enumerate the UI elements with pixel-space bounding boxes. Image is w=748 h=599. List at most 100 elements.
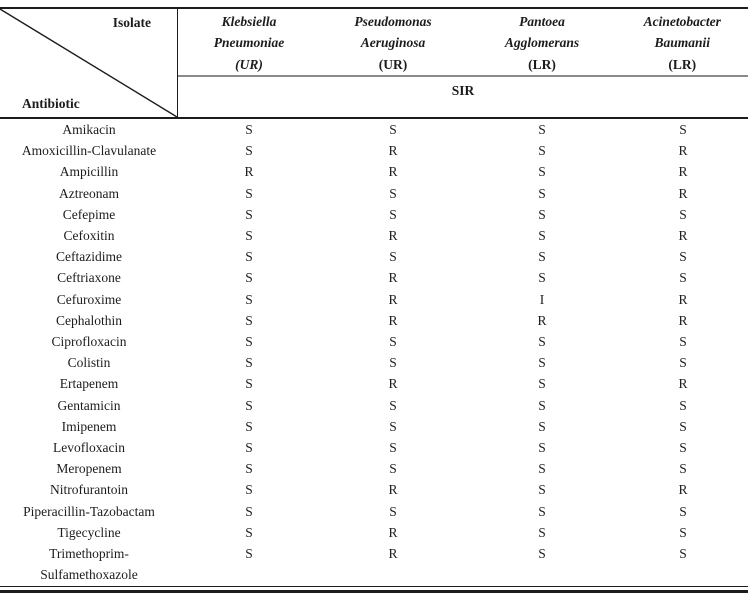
- source-label: (LR): [668, 56, 697, 72]
- sir-value-cell: S: [679, 397, 687, 413]
- diagonal-divider-line: [0, 9, 178, 117]
- susceptibility-table: Isolate Antibiotic Klebsiella Pneumoniae…: [0, 7, 748, 593]
- sir-value-cell: R: [388, 228, 398, 244]
- sir-value-cell: R: [244, 164, 254, 180]
- sir-value-cell: S: [389, 206, 397, 222]
- sir-value-cell: S: [679, 122, 687, 137]
- sir-value-cell: S: [389, 503, 397, 519]
- sir-value-cell: S: [538, 206, 546, 222]
- table-row: Meropenem S S S S: [0, 458, 748, 479]
- table-body: Amikacin S S S S Amoxicillin-Clavulanate…: [0, 119, 748, 585]
- bottom-rule-thick: [0, 590, 748, 593]
- sir-value-cell: S: [538, 355, 546, 371]
- sir-value-cell: S: [679, 440, 687, 456]
- sir-value-cell: S: [389, 440, 397, 456]
- genus-name: Pseudomonas: [354, 14, 432, 29]
- table-row: Levofloxacin S S S S: [0, 437, 748, 458]
- antibiotic-name-cell: Trimethoprim- Sulfamethoxazole: [40, 546, 138, 583]
- sir-value-cell: R: [388, 376, 398, 392]
- sir-value-cell: R: [678, 143, 688, 159]
- sir-value-cell: S: [538, 164, 546, 180]
- table-row: Piperacillin-Tazobactam S S S S: [0, 501, 748, 522]
- sir-value-cell: S: [389, 334, 397, 350]
- sir-value-cell: S: [538, 185, 546, 201]
- sir-value-cell: R: [678, 312, 688, 328]
- table-row: Imipenem S S S S: [0, 416, 748, 437]
- sir-value-cell: S: [679, 503, 687, 519]
- column-header-klebsiella: Klebsiella Pneumoniae (UR): [178, 11, 320, 75]
- isolate-label: Isolate: [112, 15, 151, 30]
- sir-value-cell: S: [245, 524, 253, 540]
- antibiotic-name-cell: Ciprofloxacin: [51, 334, 127, 350]
- antibiotic-name-cell: Ampicillin: [59, 164, 119, 180]
- table-row: Ciprofloxacin S S S S: [0, 331, 748, 352]
- sir-value-cell: S: [679, 418, 687, 434]
- sir-value-cell: R: [678, 291, 688, 307]
- sir-value-cell: S: [245, 334, 253, 350]
- antibiotic-name-cell: Cefoxitin: [63, 228, 115, 244]
- antibiotic-name-cell: Ceftazidime: [56, 249, 122, 265]
- sir-value-cell: S: [538, 461, 546, 477]
- table-row: Amikacin S S S S: [0, 119, 748, 140]
- sir-value-cell: S: [538, 228, 546, 244]
- sir-value-cell: S: [538, 249, 546, 265]
- antibiotic-name-cell: Ertapenem: [59, 376, 119, 392]
- sir-value-cell: S: [245, 291, 253, 307]
- sir-value-cell: S: [679, 206, 687, 222]
- sir-header-label: SIR: [451, 83, 475, 98]
- sir-value-cell: S: [245, 355, 253, 371]
- antibiotic-name-cell: Nitrofurantoin: [50, 482, 128, 498]
- table-row: Cefepime S S S S: [0, 204, 748, 225]
- antibiotic-name-cell: Piperacillin-Tazobactam: [23, 503, 155, 519]
- source-label: (UR): [235, 56, 263, 72]
- sir-value-cell: R: [388, 270, 398, 286]
- sir-value-cell: S: [245, 546, 253, 562]
- sir-value-cell: S: [679, 524, 687, 540]
- table-row: Cefoxitin S R S R: [0, 225, 748, 246]
- sir-value-cell: S: [245, 249, 253, 265]
- sir-value-cell: R: [678, 376, 688, 392]
- sir-value-cell: R: [388, 524, 398, 540]
- sir-value-cell: S: [245, 503, 253, 519]
- antibiotic-name-cell: Amikacin: [62, 122, 116, 137]
- antibiotic-name-cell: Cefuroxime: [56, 291, 122, 307]
- sir-value-cell: R: [678, 164, 688, 180]
- table-row: Ertapenem S R S R: [0, 373, 748, 394]
- table-row: Ceftriaxone S R S S: [0, 267, 748, 288]
- isolate-columns-header: Klebsiella Pneumoniae (UR) Pseudomonas A…: [178, 9, 748, 117]
- sir-value-cell: S: [679, 334, 687, 350]
- species-name: Pneumoniae: [213, 35, 285, 51]
- sir-value-cell: S: [538, 143, 546, 159]
- genus-name: Acinetobacter: [643, 14, 721, 29]
- table-row: Amoxicillin-Clavulanate S R S R: [0, 140, 748, 161]
- sir-value-cell: S: [245, 461, 253, 477]
- sir-value-cell: S: [389, 397, 397, 413]
- corner-cell: Isolate Antibiotic: [0, 9, 178, 117]
- sir-value-cell: R: [678, 482, 688, 498]
- table-row: Cefuroxime S R I R: [0, 289, 748, 310]
- sir-value-cell: S: [245, 376, 253, 392]
- sir-value-cell: S: [538, 397, 546, 413]
- antibiotic-name-cell: Colistin: [67, 355, 111, 371]
- antibiotic-name-cell: Amoxicillin-Clavulanate: [21, 143, 157, 159]
- sir-value-cell: S: [538, 482, 546, 498]
- sir-value-cell: S: [538, 524, 546, 540]
- table-row: Gentamicin S S S S: [0, 395, 748, 416]
- sir-value-cell: S: [245, 143, 253, 159]
- table-row: Trimethoprim- Sulfamethoxazole S R S S: [0, 543, 748, 585]
- genus-name: Pantoea: [519, 14, 565, 29]
- table-row: Colistin S S S S: [0, 352, 748, 373]
- sir-value-cell: I: [539, 291, 545, 307]
- sir-value-cell: S: [245, 482, 253, 498]
- sir-value-cell: S: [245, 418, 253, 434]
- species-name: Baumanii: [654, 35, 711, 51]
- sir-value-cell: S: [389, 185, 397, 201]
- sir-value-cell: S: [538, 334, 546, 350]
- table-row: Nitrofurantoin S R S R: [0, 479, 748, 500]
- sir-value-cell: S: [538, 418, 546, 434]
- sir-value-cell: S: [389, 122, 397, 137]
- sir-value-cell: S: [389, 355, 397, 371]
- sir-value-cell: R: [388, 291, 398, 307]
- sir-value-cell: S: [538, 270, 546, 286]
